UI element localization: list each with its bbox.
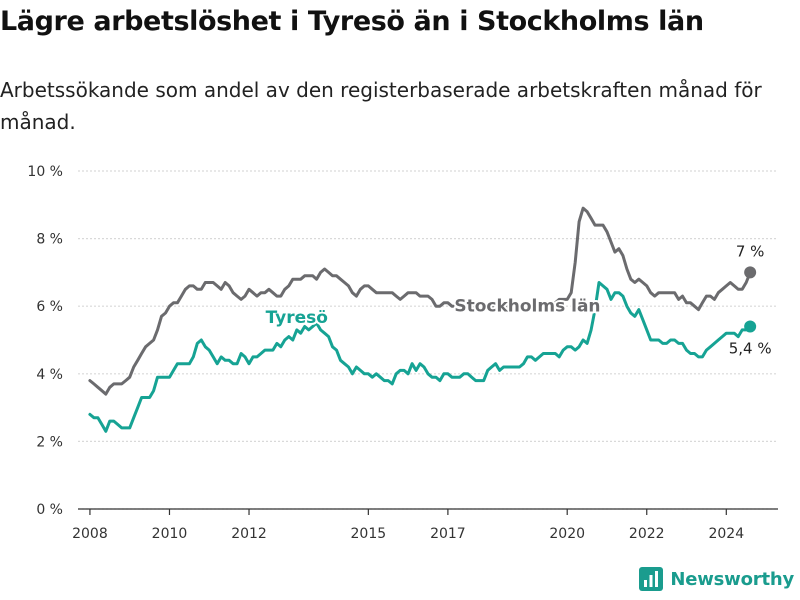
end-point-tyres- <box>744 320 757 333</box>
chart-title: Lägre arbetslöshet i Tyresö än i Stockho… <box>0 6 704 37</box>
x-tick-label: 2010 <box>152 526 188 542</box>
y-tick-label: 2 % <box>36 434 63 450</box>
series-name-label: Tyresö <box>266 308 328 328</box>
axes: 0 % 2 % 4 % 6 % 8 % 10 % 2008 2010 2012 2015 2017 2… <box>27 164 778 542</box>
end-value-label: 7 % <box>736 242 765 260</box>
x-tick-label: 2012 <box>231 526 267 542</box>
bar-chart-logo-icon <box>639 567 664 591</box>
series-name-label: Stockholms län <box>454 296 600 316</box>
y-tick-label: 0 % <box>36 502 63 518</box>
x-tick-label: 2024 <box>708 526 744 542</box>
x-tick-label: 2020 <box>549 526 585 542</box>
x-tick-label: 2008 <box>72 526 108 542</box>
series-line-stockholms-l-n <box>88 206 752 396</box>
newsworthy-brand[interactable]: Newsworthy <box>639 566 794 592</box>
series-lines <box>88 206 757 433</box>
y-tick-label: 4 % <box>36 367 63 383</box>
end-value-label: 5,4 % <box>729 339 772 357</box>
series-line-tyres- <box>88 281 752 433</box>
chart-subtitle: Arbetssökande som andel av den registerb… <box>0 78 762 134</box>
x-tick-label: 2017 <box>430 526 466 542</box>
y-tick-label: 10 % <box>27 164 63 180</box>
y-tick-label: 8 % <box>36 232 63 248</box>
chart-labels: 7 % 5,4 % Tyresö Stockholms län <box>264 242 772 357</box>
x-tick-label: 2015 <box>351 526 387 542</box>
x-tick-label: 2022 <box>629 526 665 542</box>
y-tick-label: 6 % <box>36 299 63 315</box>
end-point-stockholms-l-n <box>744 266 757 279</box>
brand-name: Newsworthy <box>670 568 794 590</box>
